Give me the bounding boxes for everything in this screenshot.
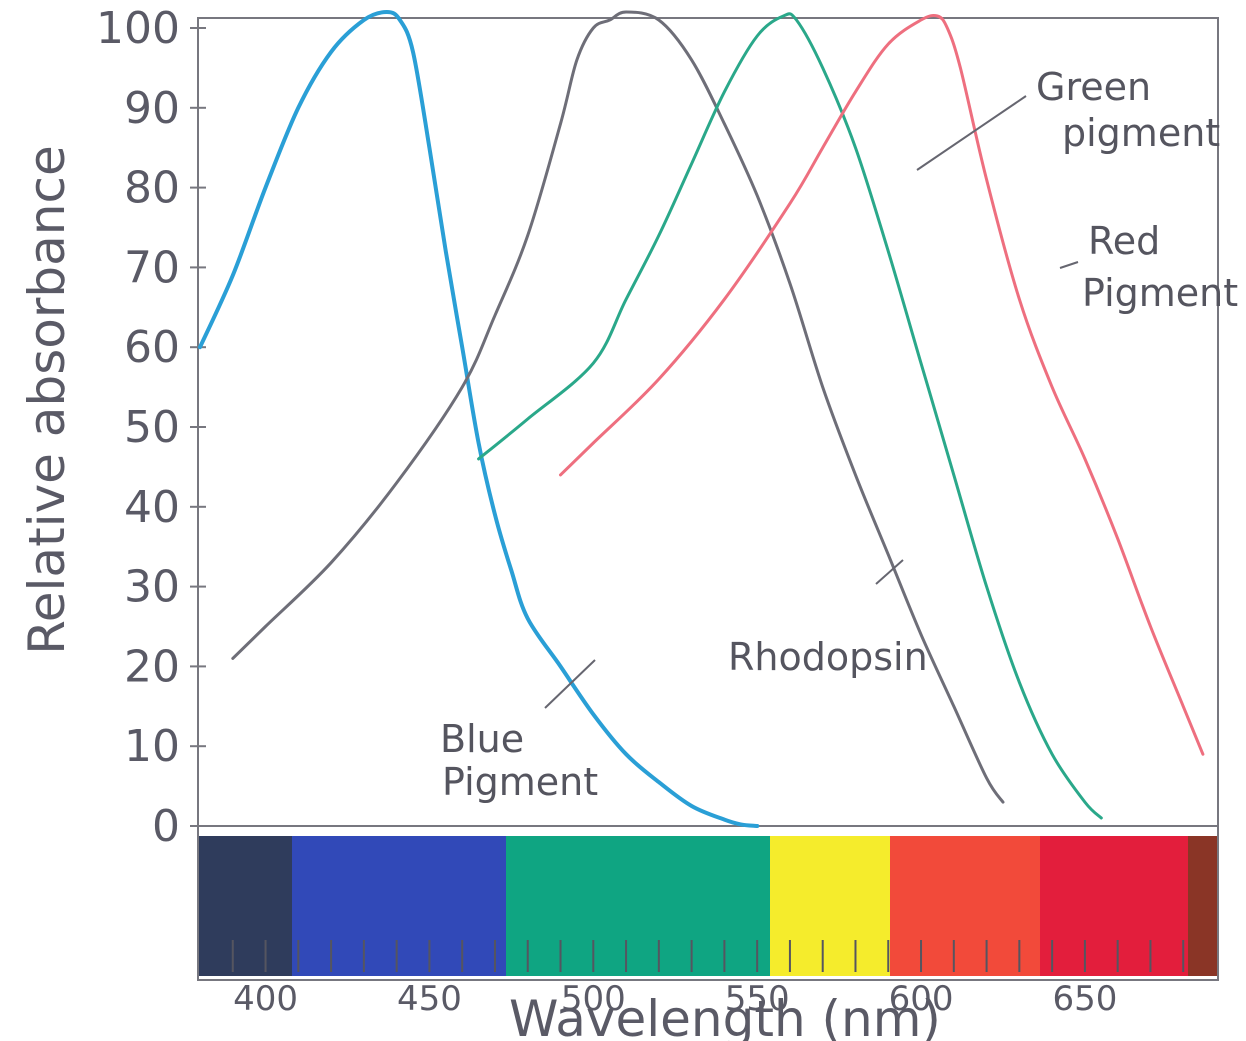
x-tick-label: 650	[1052, 979, 1117, 1019]
spectrum-blue	[292, 836, 506, 976]
y-tick-label: 40	[124, 482, 180, 533]
y-tick-label: 10	[124, 721, 180, 772]
y-axis: 0 10 20 30 40 50 60 70 80 90 100	[96, 3, 206, 852]
blue-pigment-line	[198, 10, 760, 828]
annotation-leaders	[544, 95, 1079, 709]
green-pigment-label-line2: pigment	[1062, 111, 1220, 155]
y-tick-label: 90	[124, 83, 180, 134]
spectrum-orange-red	[890, 836, 1040, 976]
x-tick-label: 600	[889, 979, 954, 1019]
spectrum-band	[198, 836, 1218, 976]
red-pigment-label-line1: Red	[1088, 219, 1160, 263]
y-tick-label: 60	[124, 322, 180, 373]
rhodopsin-leader	[875, 559, 904, 585]
red-pigment-line	[559, 13, 1205, 756]
y-tick-label: 0	[152, 801, 180, 852]
blue-pigment-label-line1: Blue	[440, 717, 524, 761]
green-pigment-leader	[916, 95, 1027, 171]
x-axis: 400 450 500 550 600 650	[231, 940, 1185, 1019]
y-tick-label: 100	[96, 3, 180, 54]
y-tick-label: 80	[124, 163, 180, 214]
y-tick-label: 50	[124, 402, 180, 453]
x-tick-label: 550	[725, 979, 790, 1019]
rhodopsin-line	[231, 10, 1005, 804]
blue-pigment-leader	[544, 659, 596, 709]
y-tick-label: 30	[124, 562, 180, 613]
x-tick-label: 450	[397, 979, 462, 1019]
red-pigment-label-line2: Pigment	[1082, 271, 1238, 315]
spectrum-dark-red	[1188, 836, 1218, 976]
y-tick-label: 70	[124, 242, 180, 293]
spectrum-green	[506, 836, 770, 976]
annotation-labels: Blue Pigment Rhodopsin Green pigment Red…	[440, 65, 1238, 804]
spectrum-red	[1040, 836, 1188, 976]
series-lines	[198, 10, 1205, 828]
x-tick-label: 400	[233, 979, 298, 1019]
red-pigment-leader	[1059, 261, 1079, 269]
blue-pigment-label-line2: Pigment	[442, 760, 598, 804]
green-pigment-line	[477, 12, 1103, 820]
spectrum-yellow	[770, 836, 890, 976]
x-axis-title: Wavelength (nm)	[509, 990, 941, 1041]
rhodopsin-label: Rhodopsin	[728, 635, 928, 679]
plot-frame	[197, 17, 1219, 981]
y-tick-label: 20	[124, 641, 180, 692]
y-axis-title: Relative absorbance	[18, 145, 76, 654]
spectrum-dark-blue	[198, 836, 292, 976]
green-pigment-label-line1: Green	[1036, 65, 1151, 109]
x-tick-label: 500	[561, 979, 626, 1019]
